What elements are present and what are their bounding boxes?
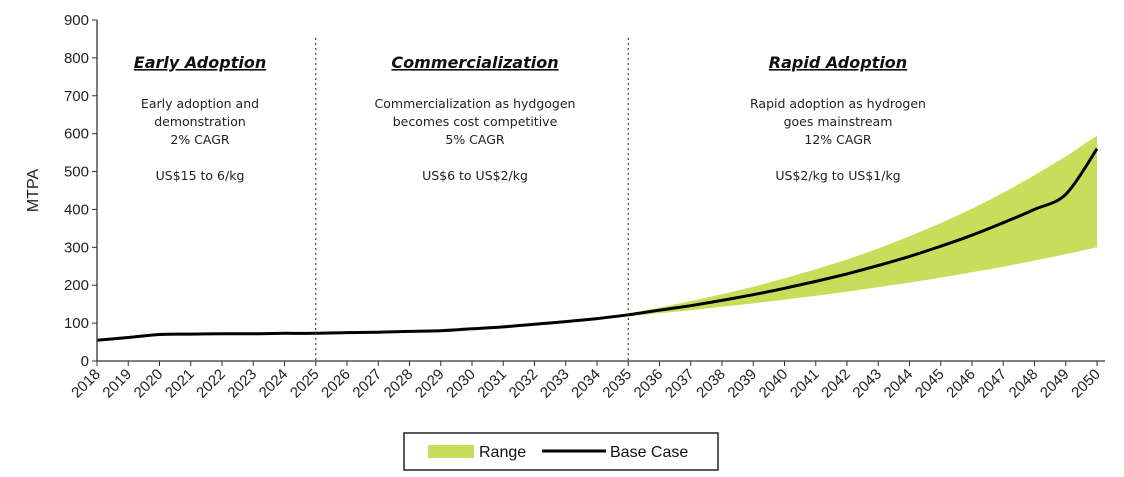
phase-description-line: Commercialization as hydgogen (375, 96, 576, 111)
phase-description-line: 2% CAGR (170, 132, 230, 147)
phase-description-line: 12% CAGR (804, 132, 872, 147)
x-tick-label: 2040 (756, 366, 792, 402)
x-tick-label: 2045 (912, 366, 948, 402)
phase-title: Rapid Adoption (769, 53, 907, 72)
y-axis-label: MTPA (25, 169, 42, 213)
phase-description-line: US$6 to US$2/kg (422, 168, 528, 183)
phase-description-line: 5% CAGR (445, 132, 505, 147)
x-tick-label: 2042 (818, 366, 854, 402)
phase-description-line: Early adoption and (141, 96, 259, 111)
legend-base-case-label: Base Case (610, 444, 688, 461)
x-tick-label: 2041 (787, 366, 823, 402)
x-tick-label: 2025 (287, 366, 323, 402)
x-tick-label: 2022 (193, 366, 229, 402)
y-tick-label: 600 (64, 126, 89, 143)
y-axis-ticks: 0 100 200 300 400 500 600 700 800 900 (64, 12, 97, 370)
phase-description-line: US$15 to 6/kg (156, 168, 245, 183)
x-tick-label: 2048 (1006, 366, 1042, 402)
x-tick-label: 2027 (349, 366, 385, 402)
y-tick-label: 700 (64, 88, 89, 105)
phase-title: Early Adoption (134, 53, 266, 72)
phase-description-line: Rapid adoption as hydrogen (750, 96, 926, 111)
x-tick-label: 2018 (68, 366, 104, 402)
base-case-line (96, 147, 1099, 342)
x-tick-label: 2043 (849, 366, 885, 402)
x-tick-label: 2033 (537, 366, 573, 402)
legend: Range Base Case (403, 432, 719, 471)
x-tick-label: 2049 (1037, 366, 1073, 402)
y-tick-label: 200 (64, 277, 89, 294)
x-tick-label: 2035 (599, 366, 635, 402)
x-tick-label: 2030 (443, 366, 479, 402)
phase-description-line: goes mainstream (784, 114, 893, 129)
x-tick-label: 2021 (162, 366, 198, 402)
phase-description-line: US$2/kg to US$1/kg (775, 168, 900, 183)
x-tick-label: 2019 (99, 366, 135, 402)
y-tick-label: 500 (64, 164, 89, 181)
y-tick-label: 400 (64, 201, 89, 218)
x-tick-label: 2047 (974, 366, 1010, 402)
phase-description-line: becomes cost competitive (393, 114, 558, 129)
x-tick-label: 2028 (381, 366, 417, 402)
phase-dividers (315, 38, 629, 361)
x-tick-label: 2024 (256, 366, 292, 402)
x-tick-label: 2029 (412, 366, 448, 402)
x-axis-ticks: 2018201920202021202220232024202520262027… (68, 361, 1104, 401)
x-tick-label: 2026 (318, 366, 354, 402)
y-tick-label: 800 (64, 50, 89, 67)
x-tick-label: 2037 (662, 366, 698, 402)
y-tick-label: 900 (64, 12, 89, 29)
phase-title: Commercialization (391, 53, 558, 72)
range-band (597, 135, 1097, 319)
x-tick-label: 2020 (131, 366, 167, 402)
x-tick-label: 2038 (693, 366, 729, 402)
x-tick-label: 2031 (474, 366, 510, 402)
x-tick-label: 2032 (506, 366, 542, 402)
x-tick-label: 2023 (224, 366, 260, 402)
x-tick-label: 2044 (881, 366, 917, 402)
y-tick-label: 300 (64, 239, 89, 256)
x-tick-label: 2050 (1068, 366, 1104, 402)
phase-description-line: demonstration (154, 114, 246, 129)
x-tick-label: 2034 (568, 366, 604, 402)
phase-annotations: Early Adoption Early adoption and demonstr… (134, 53, 926, 183)
x-tick-label: 2036 (631, 366, 667, 402)
x-tick-label: 2039 (724, 366, 760, 402)
legend-range-swatch (428, 445, 474, 458)
legend-range-label: Range (479, 444, 526, 461)
y-tick-label: 0 (81, 353, 89, 370)
x-tick-label: 2046 (943, 366, 979, 402)
y-tick-label: 100 (64, 315, 89, 332)
